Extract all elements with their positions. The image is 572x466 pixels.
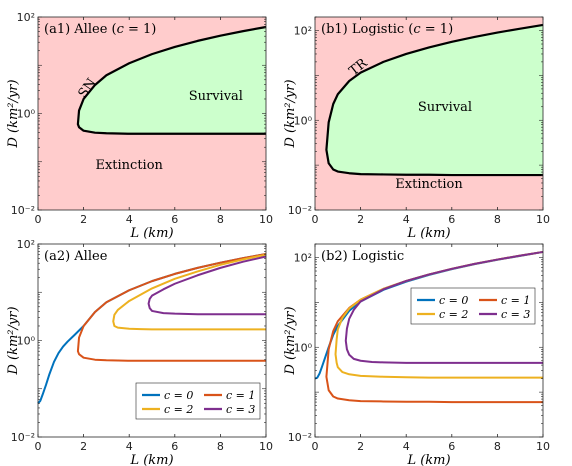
- x-tick-label: 0: [35, 440, 42, 453]
- series-line-3: [147, 255, 267, 316]
- title-part: (b1) Logistic (: [321, 22, 413, 37]
- x-tick-label: 2: [357, 440, 364, 453]
- legend-label: c = 2: [439, 308, 468, 321]
- x-tick-label: 8: [494, 440, 501, 453]
- y-tick-label: 10⁻²: [11, 431, 35, 444]
- x-tick-label: 6: [448, 440, 455, 453]
- x-tick-label: 10: [536, 440, 550, 453]
- survival-region: [326, 24, 543, 176]
- extinction-label: Extinction: [395, 177, 463, 192]
- title-part: (a1) Allee (: [44, 22, 117, 37]
- x-tick-label: 6: [171, 440, 178, 453]
- plot-area: [315, 244, 543, 437]
- x-tick-label: 4: [126, 213, 133, 226]
- survival-label: Survival: [189, 89, 243, 104]
- x-tick-label: 0: [312, 213, 319, 226]
- x-tick-label: 10: [259, 213, 273, 226]
- panel-title: (a2) Allee: [44, 249, 108, 264]
- y-tick-label: 10⁰: [17, 108, 36, 121]
- legend: c = 0 c = 1 c = 2 c = 3: [410, 287, 536, 325]
- panel-title: (a1) Allee (c = 1): [44, 22, 156, 37]
- boundary-curve: [325, 23, 544, 177]
- legend-box: [410, 287, 536, 325]
- y-axis-label: D (km²/yr): [283, 79, 298, 148]
- x-tick-label: 10: [536, 213, 550, 226]
- x-tick-label: 4: [126, 440, 133, 453]
- panel-a1: 0 2 4 6 8 10 10⁻² 10⁰ 10² L (km) D (km²/yr) (a1) Al…: [6, 11, 273, 241]
- legend-label: c = 1: [501, 294, 530, 307]
- y-tick-label: 10⁰: [17, 335, 36, 348]
- y-tick-label: 10²: [17, 238, 35, 251]
- y-axis-label: D (km²/yr): [283, 306, 298, 375]
- legend-box: [135, 382, 261, 420]
- x-axis-label: L (km): [129, 226, 173, 241]
- title-part: = 1): [124, 22, 157, 37]
- survival-label: Survival: [418, 100, 472, 115]
- legend-label: c = 2: [164, 403, 193, 416]
- title-part: = 1): [421, 22, 454, 37]
- y-tick-label: 10⁻²: [288, 204, 312, 217]
- series-line-2: [112, 253, 267, 331]
- series-line-1: [76, 253, 267, 362]
- panel-b2: 0 2 4 6 8 10 10⁻² 10⁰ 10² L (km) D (km²/yr) (b2) Lo…: [283, 243, 550, 466]
- x-tick-label: 0: [312, 440, 319, 453]
- series-line-3: [344, 250, 544, 364]
- legend-label: c = 0: [439, 294, 468, 307]
- panel-a2: 0 2 4 6 8 10 10⁻² 10⁰ 10² L (km) D (km²/yr) (a2) Al…: [6, 238, 273, 466]
- boundary-curve: [76, 25, 267, 135]
- x-tick-label: 8: [217, 440, 224, 453]
- survival-region: [77, 27, 267, 134]
- y-tick-label: 10⁰: [294, 114, 313, 127]
- title-part: c: [117, 22, 125, 37]
- x-axis-label: L (km): [406, 226, 450, 241]
- x-tick-label: 4: [403, 440, 410, 453]
- x-tick-label: 6: [448, 213, 455, 226]
- x-axis-label: L (km): [406, 453, 450, 466]
- y-axis-label: D (km²/yr): [6, 306, 21, 375]
- y-tick-label: 10²: [294, 25, 312, 38]
- y-tick-label: 10⁰: [294, 341, 313, 354]
- y-tick-label: 10⁻²: [288, 431, 312, 444]
- legend-label: c = 0: [164, 389, 193, 402]
- panel-title: (b1) Logistic (c = 1): [321, 22, 453, 37]
- y-tick-label: 10²: [294, 252, 312, 265]
- x-tick-label: 8: [217, 213, 224, 226]
- y-tick-label: 10²: [17, 11, 35, 24]
- legend: c = 0 c = 1 c = 2 c = 3: [135, 382, 261, 420]
- x-tick-label: 4: [403, 213, 410, 226]
- axes-box: [314, 243, 544, 438]
- x-axis-label: L (km): [129, 453, 173, 466]
- x-tick-label: 0: [35, 213, 42, 226]
- x-tick-label: 6: [171, 213, 178, 226]
- legend-label: c = 3: [501, 308, 530, 321]
- legend-label: c = 1: [226, 389, 255, 402]
- axes-box: [314, 16, 544, 211]
- x-tick-label: 2: [80, 440, 87, 453]
- x-tick-label: 8: [494, 213, 501, 226]
- panel-b1: 0 2 4 6 8 10 10⁻² 10⁰ 10² L (km) D (km²/yr) (b1) Lo…: [283, 16, 550, 241]
- panel-title: (b2) Logistic: [321, 249, 404, 264]
- y-tick-label: 10⁻²: [11, 204, 35, 217]
- extinction-label: Extinction: [95, 158, 163, 173]
- x-tick-label: 10: [259, 440, 273, 453]
- y-axis-label: D (km²/yr): [6, 79, 21, 148]
- legend-label: c = 3: [226, 403, 255, 416]
- x-tick-label: 2: [357, 213, 364, 226]
- title-part: c: [413, 22, 421, 37]
- x-tick-label: 2: [80, 213, 87, 226]
